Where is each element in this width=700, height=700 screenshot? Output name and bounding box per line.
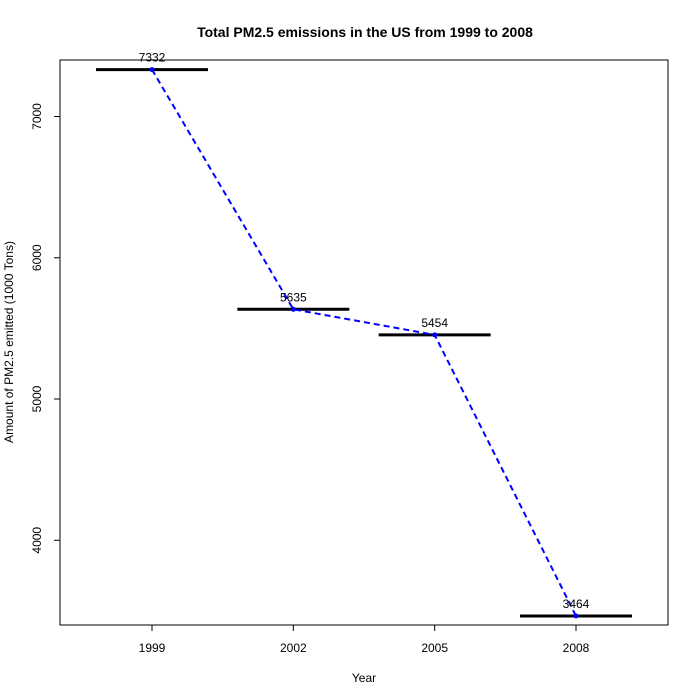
- data-label: 7332: [139, 51, 166, 65]
- y-axis-title: Amount of PM2.5 emitted (1000 Tons): [2, 241, 16, 443]
- data-point: [573, 613, 579, 619]
- chart-title: Total PM2.5 emissions in the US from 199…: [197, 24, 533, 40]
- data-label: 3464: [563, 597, 590, 611]
- data-label: 5635: [280, 290, 307, 304]
- data-point: [149, 67, 155, 73]
- x-tick-label: 2008: [563, 641, 590, 655]
- y-axis: 4000 5000 6000 7000: [30, 103, 60, 554]
- y-tick-label: 4000: [30, 527, 44, 554]
- y-tick-label: 7000: [30, 103, 44, 130]
- x-axis: 1999 2002 2005 2008: [139, 625, 590, 655]
- series-line: [151, 69, 577, 617]
- y-tick-label: 5000: [30, 385, 44, 412]
- plot-frame: [59, 59, 669, 626]
- x-tick-label: 2002: [280, 641, 307, 655]
- chart-marks: 7332 5635 5454 3464: [96, 51, 632, 619]
- data-point: [432, 332, 438, 338]
- x-axis-title: Year: [352, 671, 376, 685]
- data-label: 5454: [421, 316, 448, 330]
- x-tick-label: 1999: [139, 641, 166, 655]
- x-tick-label: 2005: [421, 641, 448, 655]
- y-tick-label: 6000: [30, 244, 44, 271]
- data-point: [290, 306, 296, 312]
